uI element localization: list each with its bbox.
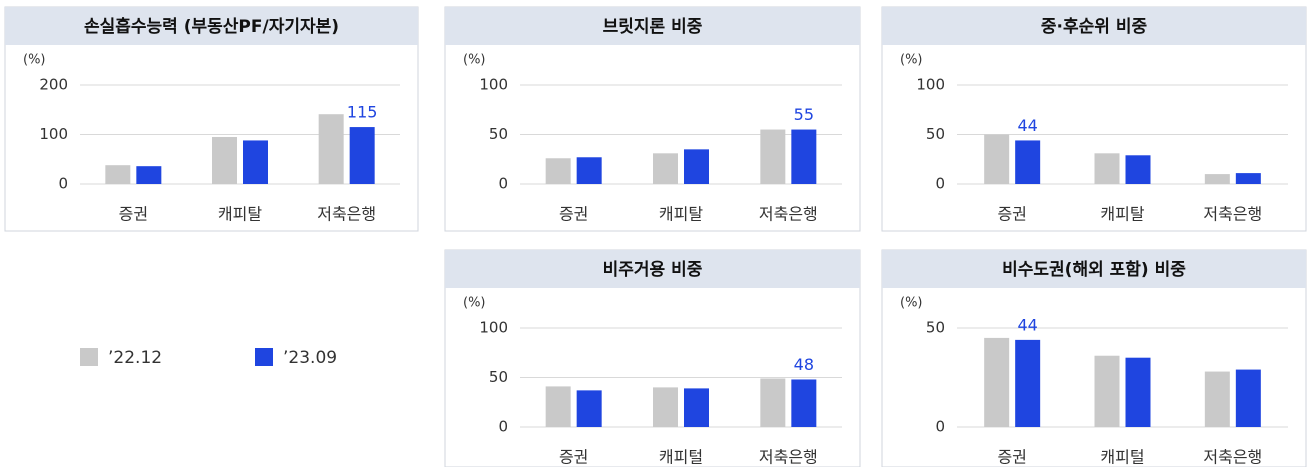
chart-title: 브릿지론 비중 [603,17,703,37]
bar [545,386,571,427]
chart-title: 손실흡수능력 (부동산PF/자기자본) [84,16,339,37]
y-tick-label: 0 [498,175,508,193]
x-tick-label: 캐피탈 [218,205,262,224]
y-tick-label: 50 [489,368,508,386]
bar [791,129,817,184]
y-tick-label: 50 [489,125,508,143]
bar [984,134,1010,184]
unit-label: (%) [463,296,486,311]
legend-swatch [80,348,98,366]
bar [760,378,786,427]
bar [318,114,344,184]
unit-label: (%) [463,53,486,68]
y-tick-label: 100 [39,125,68,143]
value-label: 44 [1017,315,1037,334]
x-tick-label: 캐피털 [659,448,703,467]
x-tick-label: 저축은행 [317,205,376,224]
x-tick-label: 저축은행 [759,205,818,224]
x-tick-label: 캐피탈 [659,205,703,224]
y-tick-label: 0 [935,418,945,436]
chart-title: 중·후순위 비중 [1041,16,1148,37]
bar [105,165,131,184]
x-tick-label: 증권 [997,448,1026,467]
y-tick-label: 0 [498,418,508,436]
bar [576,390,602,427]
value-label: 48 [794,355,814,374]
y-tick-label: 100 [479,76,508,94]
bar [684,149,709,184]
x-tick-label: 증권 [559,205,588,224]
bar [984,337,1010,427]
chart-title: 비주거용 비중 [603,260,703,280]
bar [1235,369,1261,427]
bar [1015,140,1041,184]
unit-label: (%) [900,53,923,68]
legend-label: ’23.09 [283,348,337,368]
value-label: 115 [347,103,378,122]
chart-title: 비수도권(해외 포함) 비중 [1002,259,1186,280]
y-tick-label: 200 [39,76,68,94]
y-tick-label: 100 [479,319,508,337]
bar [243,140,268,184]
bar [545,158,571,184]
x-tick-label: 저축은행 [759,448,818,467]
panel-header [882,7,1306,45]
bar [136,166,162,184]
x-tick-label: 저축은행 [1203,448,1262,467]
unit-label: (%) [23,53,46,68]
bar [791,379,817,427]
y-tick-label: 0 [58,175,68,193]
x-tick-label: 저축은행 [1203,205,1262,224]
bar [1094,153,1120,184]
bar [684,388,709,427]
x-tick-label: 증권 [119,205,148,224]
x-tick-label: 증권 [997,205,1026,224]
legend-label: ’22.12 [108,348,162,368]
bar [1125,155,1151,184]
y-tick-label: 0 [935,175,945,193]
panel-header [445,250,860,288]
legend-swatch [255,348,273,366]
panel-header [445,7,860,45]
bar [760,129,786,184]
bar [1204,371,1230,427]
bar [653,387,678,427]
bar [1204,174,1230,184]
bar [1015,339,1041,427]
x-tick-label: 캐피탈 [1100,205,1144,224]
bar [349,127,375,184]
bar [1125,357,1151,427]
bar [212,136,237,184]
x-tick-label: 증권 [559,448,588,467]
panel-header [5,7,418,45]
unit-label: (%) [900,296,923,311]
bar [576,157,602,184]
value-label: 44 [1017,116,1037,135]
y-tick-label: 50 [926,319,945,337]
panel-header [882,250,1306,288]
x-tick-label: 캐피털 [1100,448,1144,467]
y-tick-label: 50 [926,125,945,143]
value-label: 55 [794,105,814,124]
bar [1235,173,1261,184]
bar [653,153,678,184]
bar [1094,355,1120,427]
y-tick-label: 100 [916,76,945,94]
